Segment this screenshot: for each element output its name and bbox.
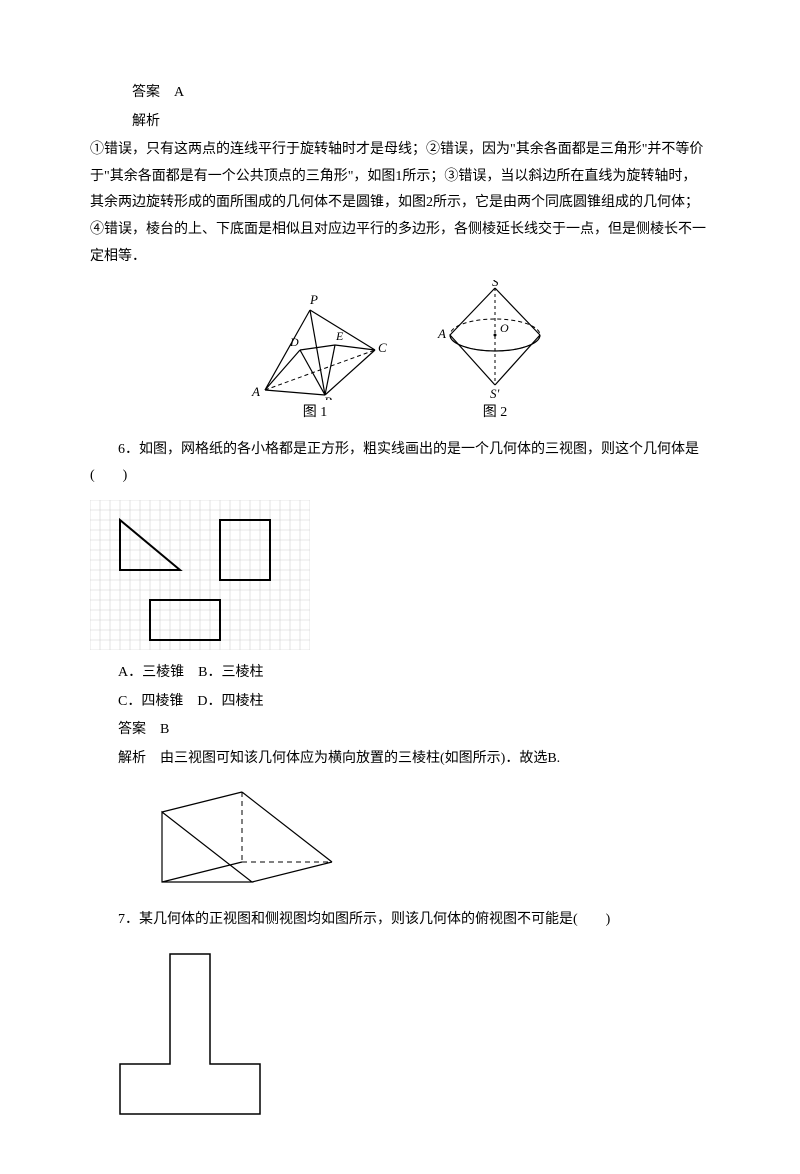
label-A2: A [437,326,446,341]
prism-svg [132,782,352,897]
label-O: O [500,321,509,335]
fig2-caption: 图 2 [483,400,508,427]
q6-analysis: 解析 由三视图可知该几何体应为横向放置的三棱柱(如图所示)．故选B. [90,746,710,773]
answer-label: 答案 [132,85,160,100]
fig1-svg: P A B C D E [240,290,390,400]
q6-prism-figure [90,782,710,897]
analysis-5-label: 解析 [90,109,710,136]
figure-1: P A B C D E 图 1 [240,290,390,427]
analysis-label: 解析 [118,751,146,766]
page: 答案 A 解析 ①错误，只有这两点的连线平行于旋转轴时才是母线；②错误，因为"其… [0,0,800,1174]
fig2-svg: S A O S' [430,280,560,400]
q6-text: 6．如图，网格纸的各小格都是正方形，粗实线画出的是一个几何体的三视图，则这个几何… [90,437,710,490]
answer-value: A [174,85,184,100]
label-C: C [378,340,387,355]
analysis-body: 由三视图可知该几何体应为横向放置的三棱柱(如图所示)．故选B. [160,751,560,766]
q6-answer: 答案 B [90,717,710,744]
answer-5: 答案 A [90,80,710,107]
label-E: E [335,329,344,343]
answer-value: B [160,722,169,737]
figures-5: P A B C D E 图 1 [90,280,710,427]
label-Sp: S' [490,386,500,400]
analysis-5-body: ①错误，只有这两点的连线平行于旋转轴时才是母线；②错误，因为"其余各面都是三角形… [90,137,710,270]
answer-label: 答案 [118,722,146,737]
q6-options-1: A．三棱锥 B．三棱柱 [90,660,710,687]
q7-figure [90,944,710,1124]
label-D: D [289,335,299,349]
label-A: A [251,384,260,399]
grid-svg [90,500,310,650]
q7-text: 7．某几何体的正视图和侧视图均如图所示，则该几何体的俯视图不可能是( ) [90,907,710,934]
fig1-caption: 图 1 [303,400,328,427]
q7-shape-svg [90,944,290,1124]
figure-2: S A O S' 图 2 [430,280,560,427]
label-S: S [492,280,499,289]
q6-options-2: C．四棱锥 D．四棱柱 [90,689,710,716]
q6-grid-figure [90,500,710,650]
label-P: P [309,292,318,307]
